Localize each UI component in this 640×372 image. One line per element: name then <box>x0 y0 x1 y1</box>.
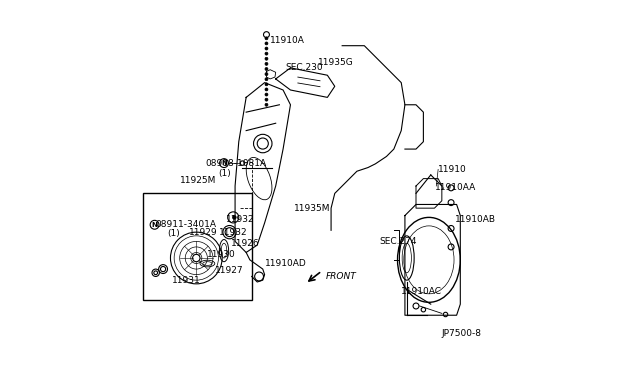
Text: 11910: 11910 <box>438 165 467 174</box>
Text: 11926: 11926 <box>232 239 260 248</box>
Text: (1): (1) <box>218 169 231 177</box>
Circle shape <box>265 98 268 101</box>
Text: SEC.230: SEC.230 <box>285 63 323 72</box>
Circle shape <box>265 37 268 40</box>
Text: 11929: 11929 <box>189 228 218 237</box>
Text: 11931: 11931 <box>172 276 201 285</box>
Text: 11927: 11927 <box>215 266 243 275</box>
Text: JP7500-8: JP7500-8 <box>442 329 482 338</box>
Circle shape <box>265 52 268 55</box>
Text: 11910AD: 11910AD <box>264 259 307 268</box>
Circle shape <box>265 47 268 50</box>
Text: (1): (1) <box>167 230 180 238</box>
Circle shape <box>265 88 268 91</box>
Circle shape <box>265 78 268 81</box>
Circle shape <box>265 62 268 65</box>
Text: 11932: 11932 <box>226 215 255 224</box>
Circle shape <box>265 83 268 86</box>
Text: 08911-3401A: 08911-3401A <box>156 220 217 229</box>
Circle shape <box>265 57 268 60</box>
Text: N: N <box>152 222 157 228</box>
Text: 08918-1081A: 08918-1081A <box>205 159 267 169</box>
Text: 11935M: 11935M <box>294 203 331 213</box>
Circle shape <box>265 67 268 70</box>
Text: SEC.274: SEC.274 <box>379 237 417 246</box>
Bar <box>143 193 252 301</box>
Text: 11910A: 11910A <box>270 36 305 45</box>
Text: FRONT: FRONT <box>326 272 356 281</box>
Text: 11925M: 11925M <box>180 176 216 185</box>
Text: N: N <box>221 160 227 166</box>
Text: 11930: 11930 <box>207 250 236 259</box>
Circle shape <box>232 215 236 219</box>
Text: 11910AA: 11910AA <box>435 183 476 192</box>
Circle shape <box>265 93 268 96</box>
Text: 11910AB: 11910AB <box>455 215 496 224</box>
Text: 11935G: 11935G <box>318 58 354 67</box>
Text: 11910AC: 11910AC <box>401 287 442 296</box>
Circle shape <box>265 42 268 45</box>
Text: 11932: 11932 <box>218 228 247 237</box>
Circle shape <box>265 73 268 76</box>
Circle shape <box>265 103 268 106</box>
